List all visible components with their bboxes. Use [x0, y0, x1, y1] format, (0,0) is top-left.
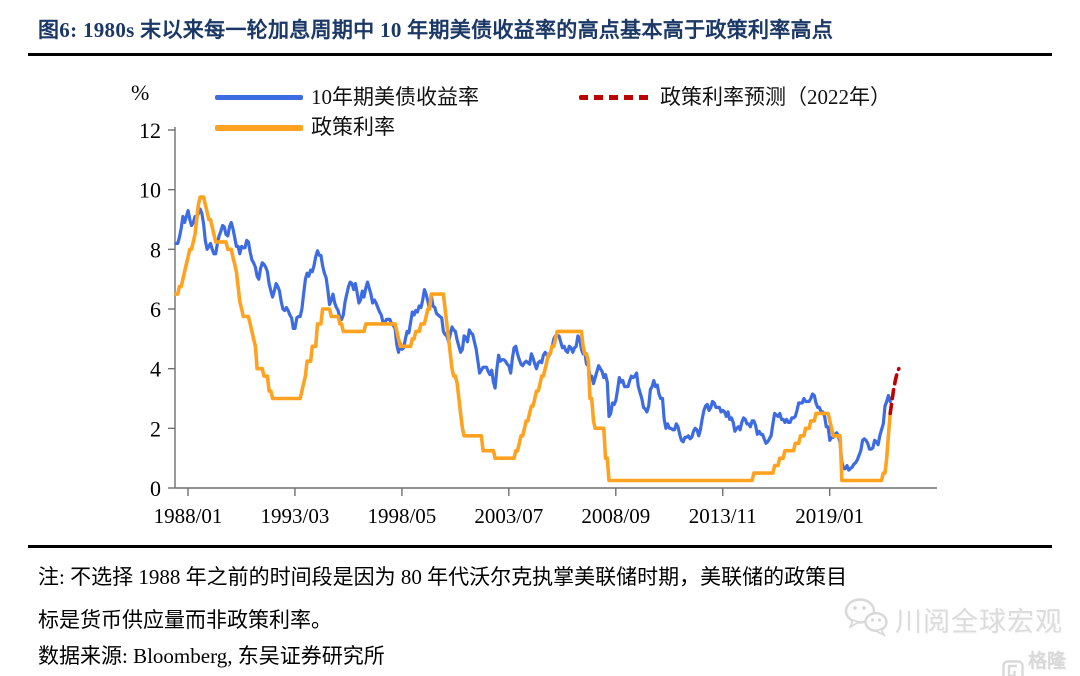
gelonghui-logo-icon — [1002, 659, 1024, 676]
svg-text:2008/09: 2008/09 — [581, 504, 650, 528]
svg-text:2013/11: 2013/11 — [689, 504, 757, 528]
chart-canvas: 0 2 4 6 8 10 12 1988/01 1993/03 1998/05 2003/07 200… — [139, 118, 937, 528]
legend-line-policy-icon — [215, 125, 303, 131]
svg-text:0: 0 — [150, 476, 161, 501]
svg-text:2003/07: 2003/07 — [474, 504, 543, 528]
chart-region: % 10年期美债收益率 政策利率预测（2022年） 政策利率 0 2 4 6 8 10 12… — [0, 70, 1080, 545]
chart-note-line2: 标是货币供应量而非政策利率。 — [38, 608, 332, 632]
wechat-icon — [843, 596, 889, 643]
legend-line-forecast-icon — [579, 95, 653, 100]
chart-note-line1: 注: 不选择 1988 年之前的时间段是因为 80 年代沃尔克执掌美联储时期，美… — [38, 565, 848, 589]
legend-label-treasury: 10年期美债收益率 — [311, 85, 479, 109]
svg-text:8: 8 — [150, 237, 161, 262]
gelonghui-logo-text: 格隆汇 — [1028, 651, 1067, 672]
data-source: 数据来源: Bloomberg, 东吴证券研究所 — [38, 644, 385, 668]
svg-text:2: 2 — [150, 416, 161, 441]
figure-title: 图6: 1980s 末以来每一轮加息周期中 10 年期美债收益率的高点基本高于政… — [38, 18, 834, 42]
legend-label-forecast: 政策利率预测（2022年） — [660, 85, 891, 109]
svg-text:4: 4 — [150, 357, 161, 382]
svg-text:10: 10 — [139, 178, 161, 203]
y-axis-unit-label: % — [131, 80, 150, 105]
chart-note: 注: 不选择 1988 年之前的时间段是因为 80 年代沃尔克执掌美联储时期，美… — [38, 556, 1050, 642]
watermark: 川阅全球宏观 — [843, 596, 1063, 643]
bottom-divider — [28, 545, 1052, 548]
watermark-text: 川阅全球宏观 — [895, 607, 1063, 637]
svg-text:2019/01: 2019/01 — [795, 504, 864, 528]
svg-text:1998/05: 1998/05 — [367, 504, 436, 528]
svg-text:1988/01: 1988/01 — [154, 504, 223, 528]
svg-text:6: 6 — [150, 297, 161, 322]
legend-line-treasury-icon — [215, 95, 303, 100]
top-divider — [28, 53, 1052, 56]
gelonghui-logo: 格隆汇 — [1002, 646, 1080, 676]
svg-text:1993/03: 1993/03 — [261, 504, 330, 528]
svg-text:12: 12 — [139, 118, 161, 143]
legend-label-policy: 政策利率 — [311, 115, 395, 139]
